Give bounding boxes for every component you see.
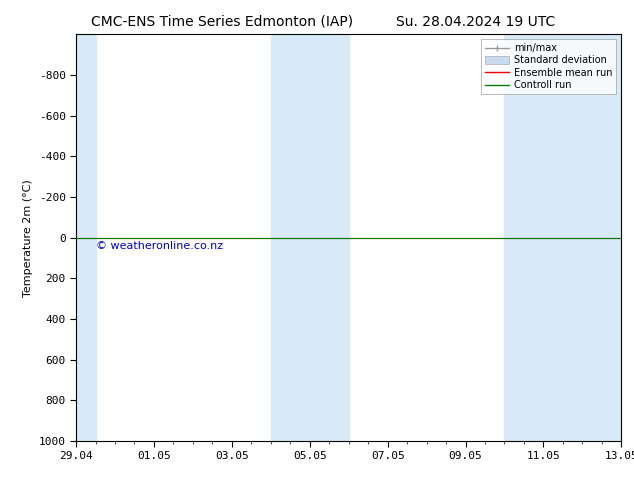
Legend: min/max, Standard deviation, Ensemble mean run, Controll run: min/max, Standard deviation, Ensemble me… [481, 39, 616, 94]
Bar [76, 34, 96, 441]
Text: © weatheronline.co.nz: © weatheronline.co.nz [96, 241, 223, 251]
Bar [505, 34, 621, 441]
Text: CMC-ENS Time Series Edmonton (IAP): CMC-ENS Time Series Edmonton (IAP) [91, 15, 353, 29]
Text: Su. 28.04.2024 19 UTC: Su. 28.04.2024 19 UTC [396, 15, 555, 29]
Bar [271, 34, 349, 441]
Y-axis label: Temperature 2m (°C): Temperature 2m (°C) [23, 179, 33, 296]
